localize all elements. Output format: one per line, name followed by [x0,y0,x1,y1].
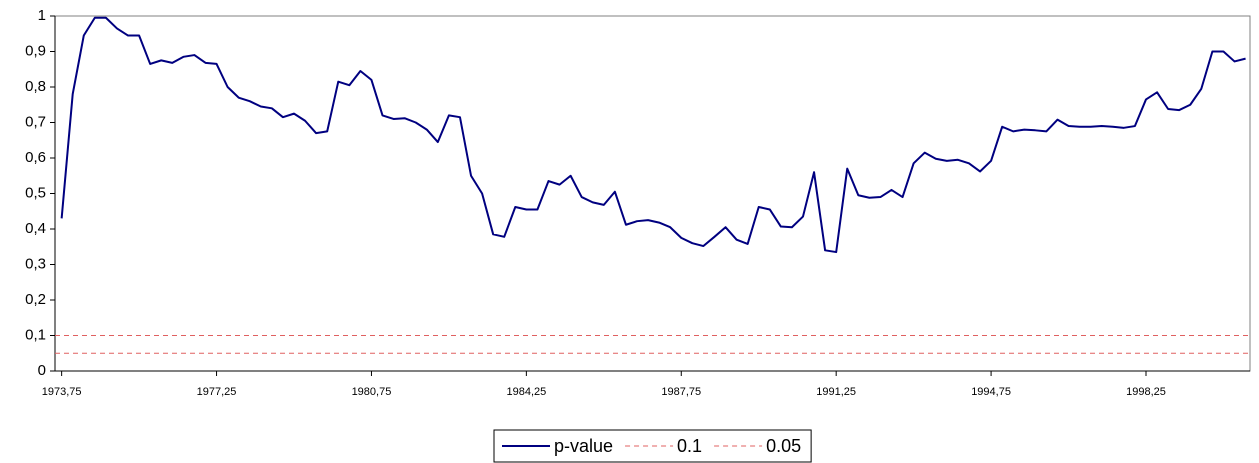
y-tick-label: 0,1 [25,326,46,343]
legend-label: p-value [554,436,613,456]
y-tick-label: 0,9 [25,42,46,59]
x-tick-label: 1977,25 [197,386,237,398]
x-tick-label: 1984,25 [506,386,546,398]
plot-area [54,15,1251,372]
x-tick-label: 1987,75 [661,386,701,398]
x-tick-label: 1998,25 [1126,386,1166,398]
legend-label: 0.1 [677,436,702,456]
y-tick-label: 0 [38,362,46,379]
x-tick-label: 1973,75 [42,386,82,398]
x-tick-label: 1994,75 [971,386,1011,398]
y-tick-label: 0,8 [25,78,46,95]
y-tick-label: 0,2 [25,291,46,308]
x-tick-label: 1991,25 [816,386,856,398]
legend-label: 0.05 [766,436,801,456]
y-tick-label: 0,4 [25,220,46,237]
y-tick-label: 0,7 [25,113,46,130]
x-tick-label: 1980,75 [352,386,392,398]
y-tick-label: 0,5 [25,184,46,201]
y-tick-label: 0,6 [25,149,46,166]
data-line [60,16,1246,254]
y-tick-label: 1 [38,7,46,24]
y-tick-label: 0,3 [25,255,46,272]
